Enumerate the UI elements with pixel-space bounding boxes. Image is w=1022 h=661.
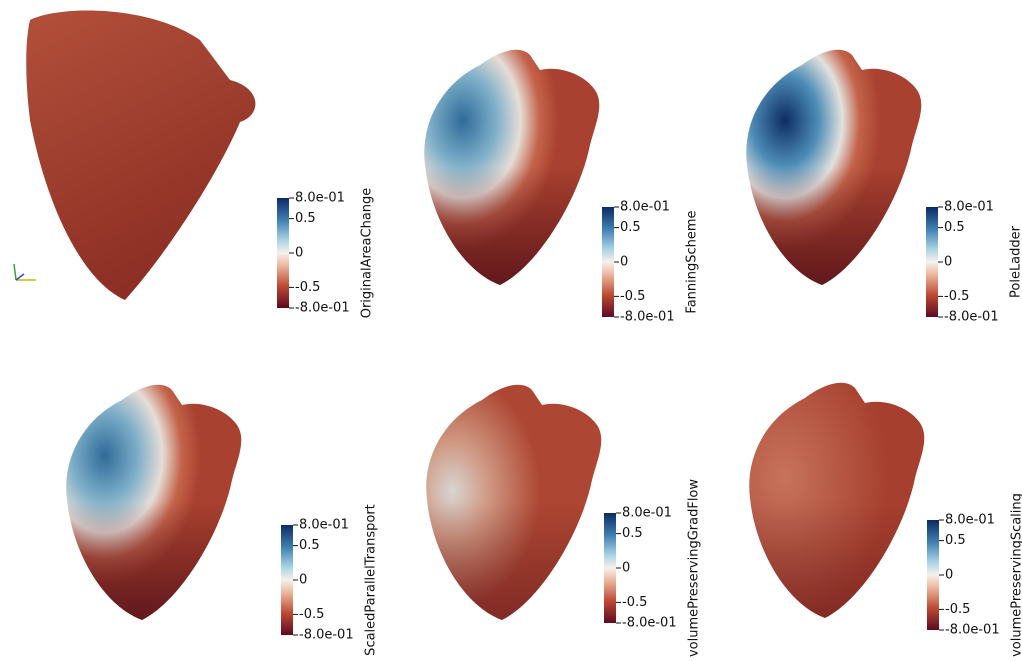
heart-surface <box>424 49 600 285</box>
colorbar-title: volumePreservingGradFlow <box>687 479 702 657</box>
tick-label: -8.0e-01 <box>620 310 675 325</box>
colorbar-gradient <box>604 513 616 623</box>
tick-label: 8.0e-01 <box>622 506 672 521</box>
shapes <box>13 10 925 620</box>
colorbar: 8.0e-01 0.5 0 -0.5 -8.0e-01 ScaledParallelTra… <box>281 504 379 656</box>
tick-label: 8.0e-01 <box>295 191 345 206</box>
tick-label: -0.5 <box>945 602 970 617</box>
tick-label: -8.0e-01 <box>622 616 677 631</box>
tick-label: -8.0e-01 <box>944 310 999 325</box>
tick-label: 8.0e-01 <box>945 513 995 528</box>
tick-label: -8.0e-01 <box>295 301 350 316</box>
colorbar-gradient <box>277 198 289 308</box>
tick-label: 0.5 <box>620 220 641 235</box>
tick-label: 0.5 <box>622 526 643 541</box>
colorbar-title: FanningScheme <box>685 210 700 313</box>
colorbar-gradient <box>926 207 938 317</box>
tick-label: 8.0e-01 <box>620 200 670 215</box>
heart-surface <box>66 384 242 620</box>
colorbar-gradient <box>281 525 293 635</box>
colorbars: 8.0e-01 0.5 0 -0.5 -8.0e-01 OriginalAreaChang… <box>277 188 1022 657</box>
tick-label: 0.5 <box>299 538 320 553</box>
tick-label: 0 <box>299 573 307 588</box>
colorbar-title: ScaledParallelTransport <box>364 504 379 656</box>
heart-surface <box>746 49 922 285</box>
tick-label: 0 <box>622 561 630 576</box>
tick-label: -0.5 <box>295 280 320 295</box>
axes-glyph <box>13 263 36 281</box>
colorbar: 8.0e-01 0.5 0 -0.5 -8.0e-01 volumePreservingS… <box>927 493 1022 657</box>
colorbar: 8.0e-01 0.5 0 -0.5 -8.0e-01 PoleLadder <box>926 200 1022 325</box>
tick-label: 0 <box>295 246 303 261</box>
tick-label: 0.5 <box>295 211 316 226</box>
heart-surface <box>26 10 256 300</box>
heart-surface <box>426 384 602 620</box>
heart-surface <box>749 382 925 618</box>
colorbar-title: PoleLadder <box>1009 225 1022 298</box>
colorbar: 8.0e-01 0.5 0 -0.5 -8.0e-01 volumePreservingG… <box>604 479 702 657</box>
colorbar: 8.0e-01 0.5 0 -0.5 -8.0e-01 OriginalAreaChang… <box>277 188 375 319</box>
tick-label: -0.5 <box>944 289 969 304</box>
tick-label: -8.0e-01 <box>299 628 354 643</box>
colorbar-gradient <box>927 520 939 630</box>
tick-label: -0.5 <box>299 607 324 622</box>
tick-label: 8.0e-01 <box>299 518 349 533</box>
colorbar-title: volumePreservingScaling <box>1010 493 1022 657</box>
tick-label: -0.5 <box>622 595 647 610</box>
tick-label: 0.5 <box>944 220 965 235</box>
tick-label: 0 <box>944 255 952 270</box>
tick-label: 0 <box>945 568 953 583</box>
tick-label: -8.0e-01 <box>945 623 1000 638</box>
colorbar-title: OriginalAreaChange <box>360 188 375 319</box>
tick-label: -0.5 <box>620 289 645 304</box>
colorbar-gradient <box>602 207 614 317</box>
tick-label: 0.5 <box>945 533 966 548</box>
colorbar: 8.0e-01 0.5 0 -0.5 -8.0e-01 FanningScheme <box>602 200 700 325</box>
tick-label: 8.0e-01 <box>944 200 994 215</box>
tick-label: 0 <box>620 255 628 270</box>
